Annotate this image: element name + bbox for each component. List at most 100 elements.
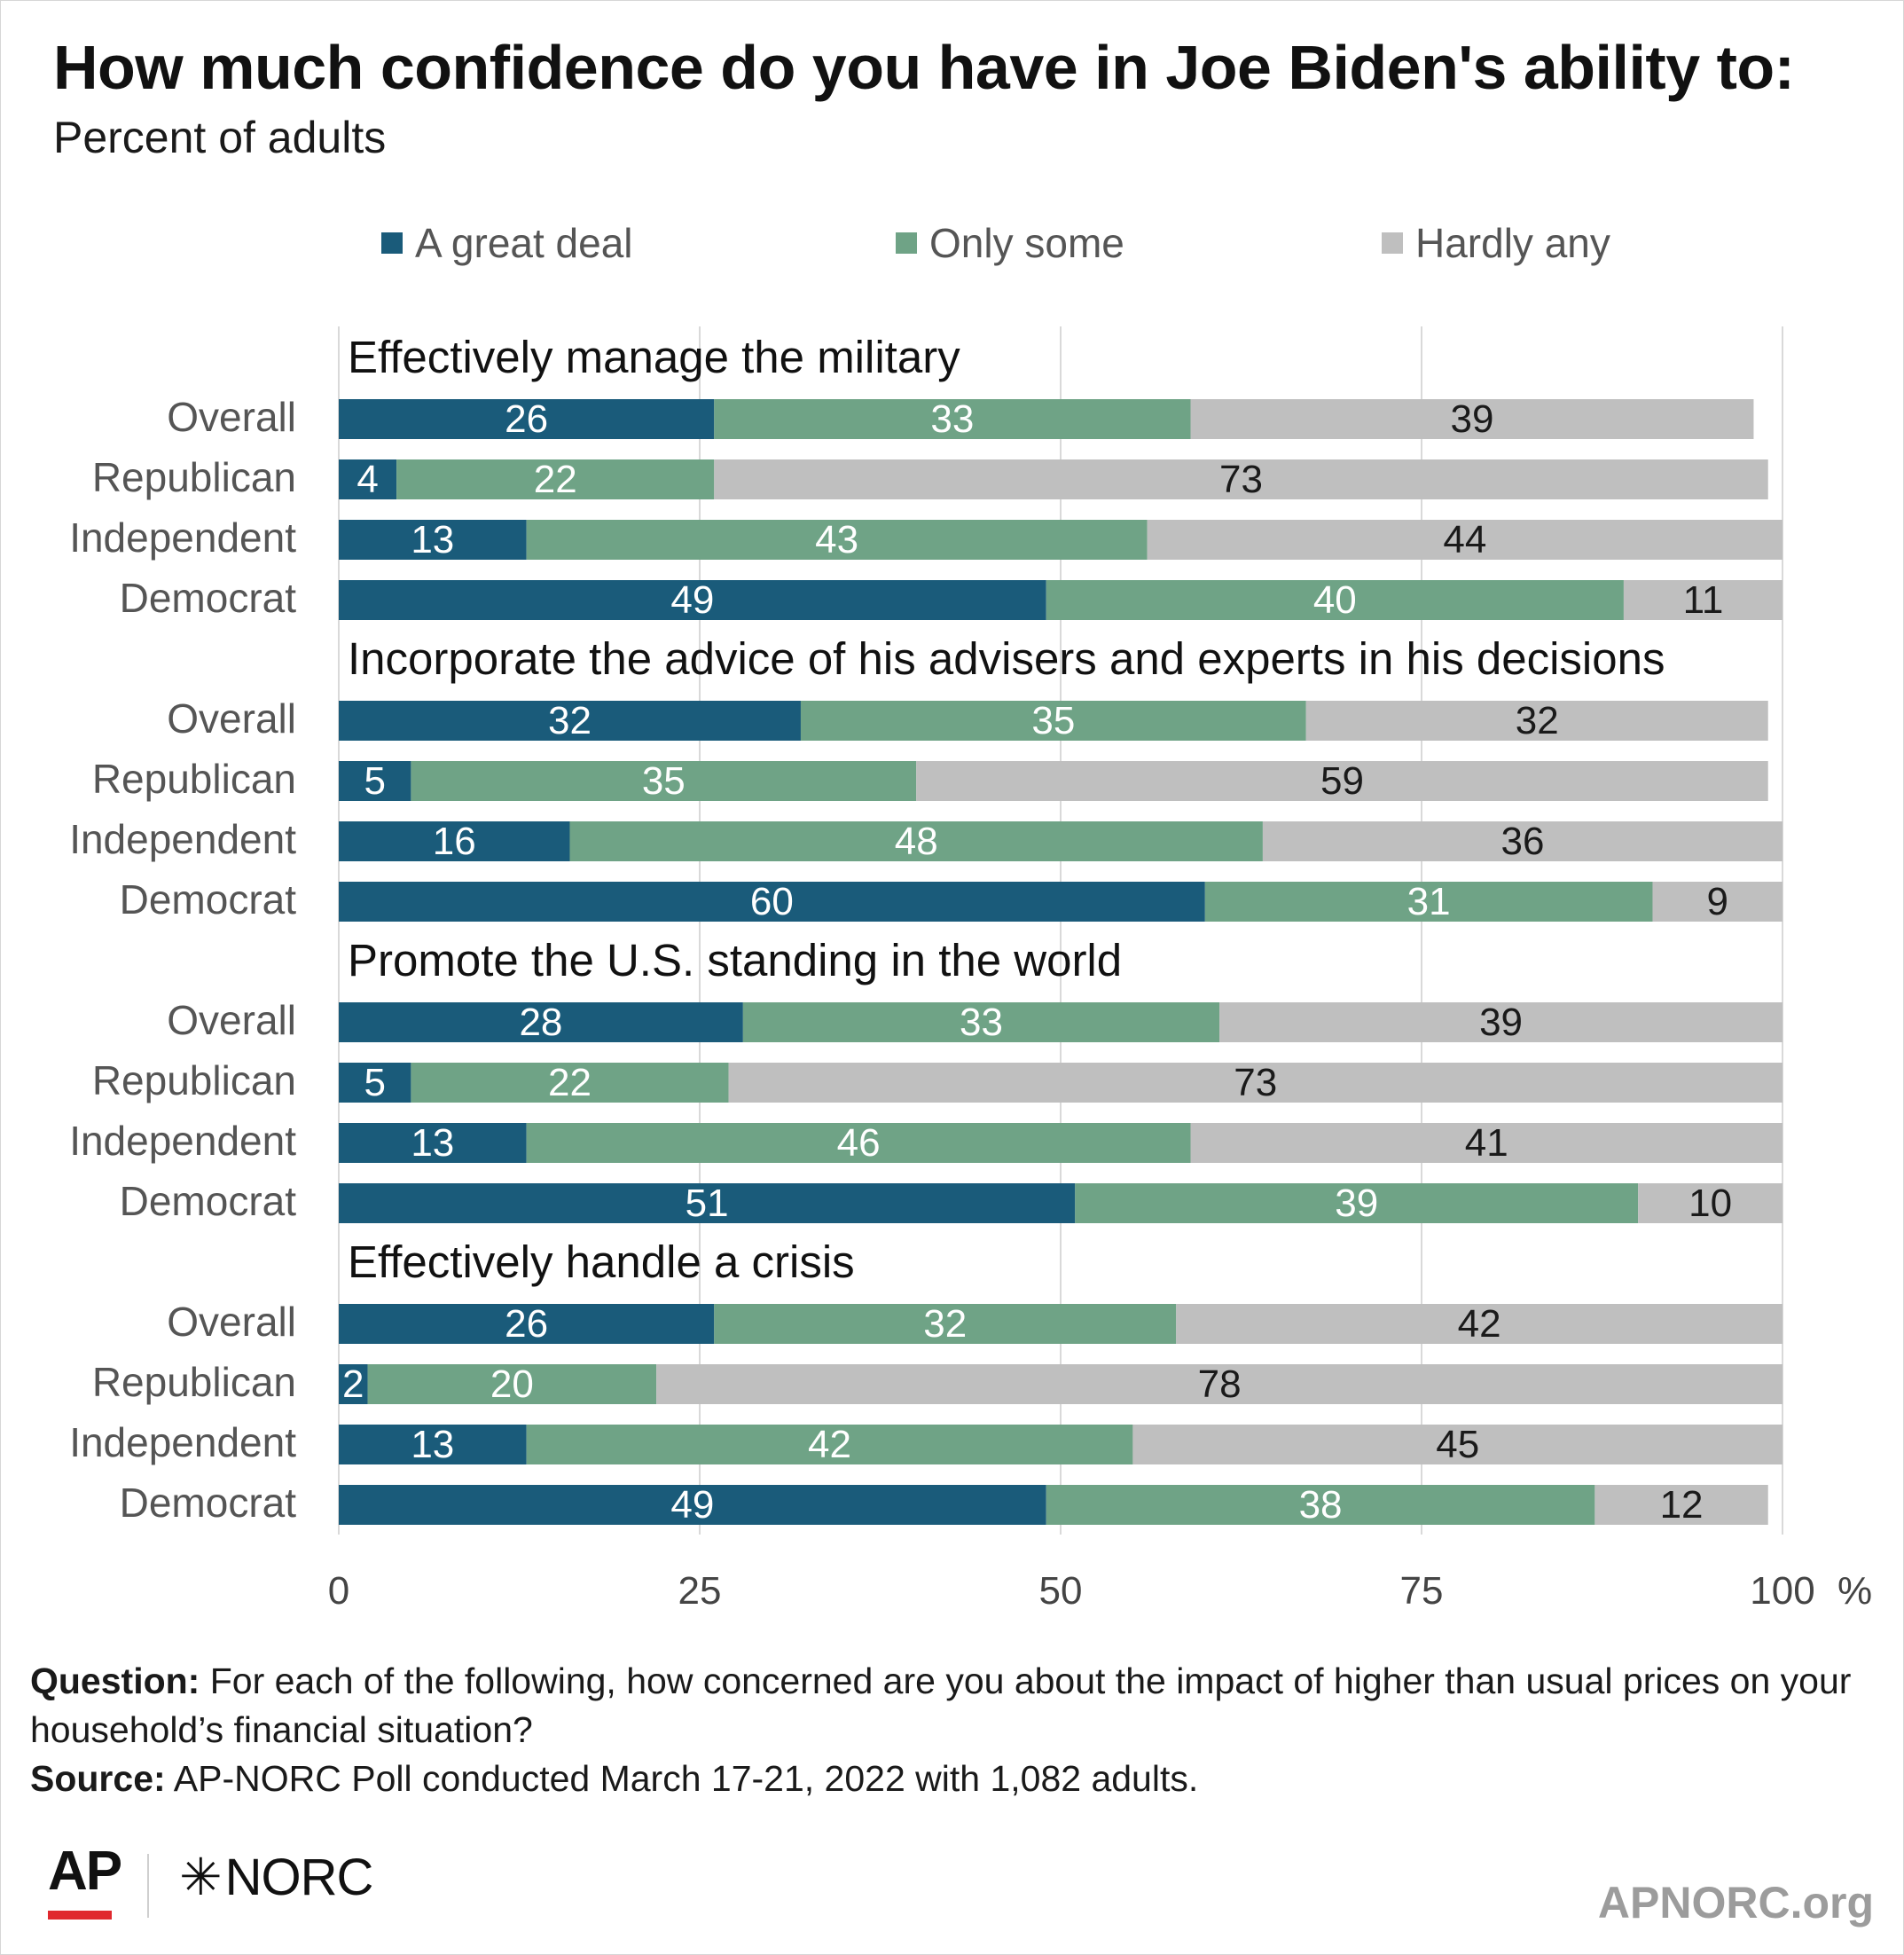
data-label: 35 (1031, 699, 1075, 742)
site-url: APNORC.org (1597, 1878, 1874, 1928)
bar-segment (339, 1063, 411, 1103)
data-label: 60 (750, 880, 794, 923)
data-label: 5 (364, 1061, 385, 1104)
norc-logo: ✳NORC (179, 1847, 374, 1907)
bar-segment (800, 701, 1306, 741)
group-label: Effectively manage the military (348, 332, 960, 382)
bar-segment (339, 1425, 527, 1464)
bar-segment (1595, 1485, 1768, 1525)
bar-segment (339, 1002, 743, 1042)
x-axis-unit: % (1837, 1569, 1872, 1613)
data-label: 32 (1516, 699, 1559, 742)
data-label: 78 (1198, 1362, 1242, 1406)
data-label: 13 (411, 1121, 454, 1165)
category-label: Independent (69, 1118, 296, 1164)
data-label: 32 (548, 699, 592, 742)
data-label: 42 (808, 1423, 851, 1466)
data-label: 44 (1443, 518, 1486, 561)
data-label: 31 (1407, 880, 1451, 923)
category-label: Democrat (120, 1480, 297, 1526)
data-label: 4 (357, 458, 378, 501)
bar-segment (339, 761, 411, 801)
bar-segment (339, 882, 1205, 922)
chart-title: How much confidence do you have in Joe B… (53, 33, 1795, 102)
logo-divider (147, 1854, 149, 1918)
data-label: 10 (1689, 1182, 1732, 1225)
data-label: 16 (433, 820, 476, 863)
bar-segment (526, 1425, 1133, 1464)
bar-segment (1638, 1183, 1783, 1223)
bar-segment (728, 1063, 1783, 1103)
category-label: Republican (92, 1057, 296, 1103)
data-label: 28 (519, 1001, 562, 1044)
data-label: 2 (342, 1362, 364, 1406)
data-label: 46 (837, 1121, 881, 1165)
category-label: Democrat (120, 1178, 297, 1224)
bar-segment (1262, 821, 1783, 861)
bar-segment (1305, 701, 1768, 741)
bar-segment (339, 399, 715, 439)
data-label: 32 (923, 1302, 967, 1346)
data-label: 26 (505, 397, 548, 441)
bar-segment (1147, 520, 1783, 560)
bar-segment (339, 520, 527, 560)
data-label: 26 (505, 1302, 548, 1346)
data-label: 13 (411, 1423, 454, 1466)
category-label: Republican (92, 1359, 296, 1405)
group-label: Incorporate the advice of his advisers a… (348, 633, 1665, 684)
data-label: 49 (670, 1483, 714, 1527)
bar-segment (656, 1364, 1783, 1404)
data-label: 36 (1500, 820, 1544, 863)
source-note: Source: AP-NORC Poll conducted March 17-… (30, 1755, 1875, 1803)
data-label: 38 (1299, 1483, 1343, 1527)
legend-swatch (1382, 232, 1403, 254)
bar-segment (339, 821, 570, 861)
bar-segment (339, 580, 1046, 620)
legend-swatch (896, 232, 917, 254)
data-label: 13 (411, 518, 454, 561)
legend-label: Hardly any (1415, 220, 1610, 266)
bar-segment (411, 761, 917, 801)
category-label: Overall (167, 1299, 296, 1345)
group-label: Effectively handle a crisis (348, 1237, 855, 1287)
bar-segment (1190, 399, 1754, 439)
norc-logo-text: NORC (224, 1849, 374, 1906)
source-label: Source: (30, 1758, 166, 1799)
data-label: 35 (642, 759, 686, 803)
bar-segment (411, 1063, 729, 1103)
category-label: Republican (92, 756, 296, 802)
bar-segment (339, 1485, 1046, 1525)
bar-segment (1190, 1123, 1783, 1163)
data-label: 11 (1683, 578, 1724, 622)
bar-segment (339, 1364, 368, 1404)
legend-swatch (381, 232, 403, 254)
bar-segment (1132, 1425, 1783, 1464)
data-label: 22 (534, 458, 577, 501)
bar-segment (1176, 1304, 1783, 1344)
bar-segment (526, 520, 1148, 560)
x-tick-label: 0 (328, 1569, 349, 1613)
question-text: For each of the following, how concerned… (30, 1661, 1852, 1750)
data-label: 20 (490, 1362, 534, 1406)
data-label: 39 (1335, 1182, 1378, 1225)
ap-logo: AP (48, 1841, 122, 1902)
bar-segment (1204, 882, 1653, 922)
bar-segment (339, 1304, 715, 1344)
data-label: 41 (1465, 1121, 1508, 1165)
data-label: 59 (1320, 759, 1364, 803)
bar-segment (1219, 1002, 1783, 1042)
bar-segment (1046, 580, 1624, 620)
bar-segment (742, 1002, 1220, 1042)
x-tick-label: 25 (678, 1569, 722, 1613)
legend-label: Only some (929, 220, 1124, 266)
data-label: 5 (364, 759, 385, 803)
x-tick-label: 50 (1039, 1569, 1083, 1613)
data-label: 12 (1660, 1483, 1704, 1527)
data-label: 43 (815, 518, 858, 561)
bar-segment (714, 459, 1768, 499)
bar-segment (339, 1123, 527, 1163)
category-label: Overall (167, 394, 296, 440)
data-label: 33 (960, 1001, 1003, 1044)
bar-segment (367, 1364, 657, 1404)
chart-notes: Question: For each of the following, how… (30, 1657, 1875, 1803)
